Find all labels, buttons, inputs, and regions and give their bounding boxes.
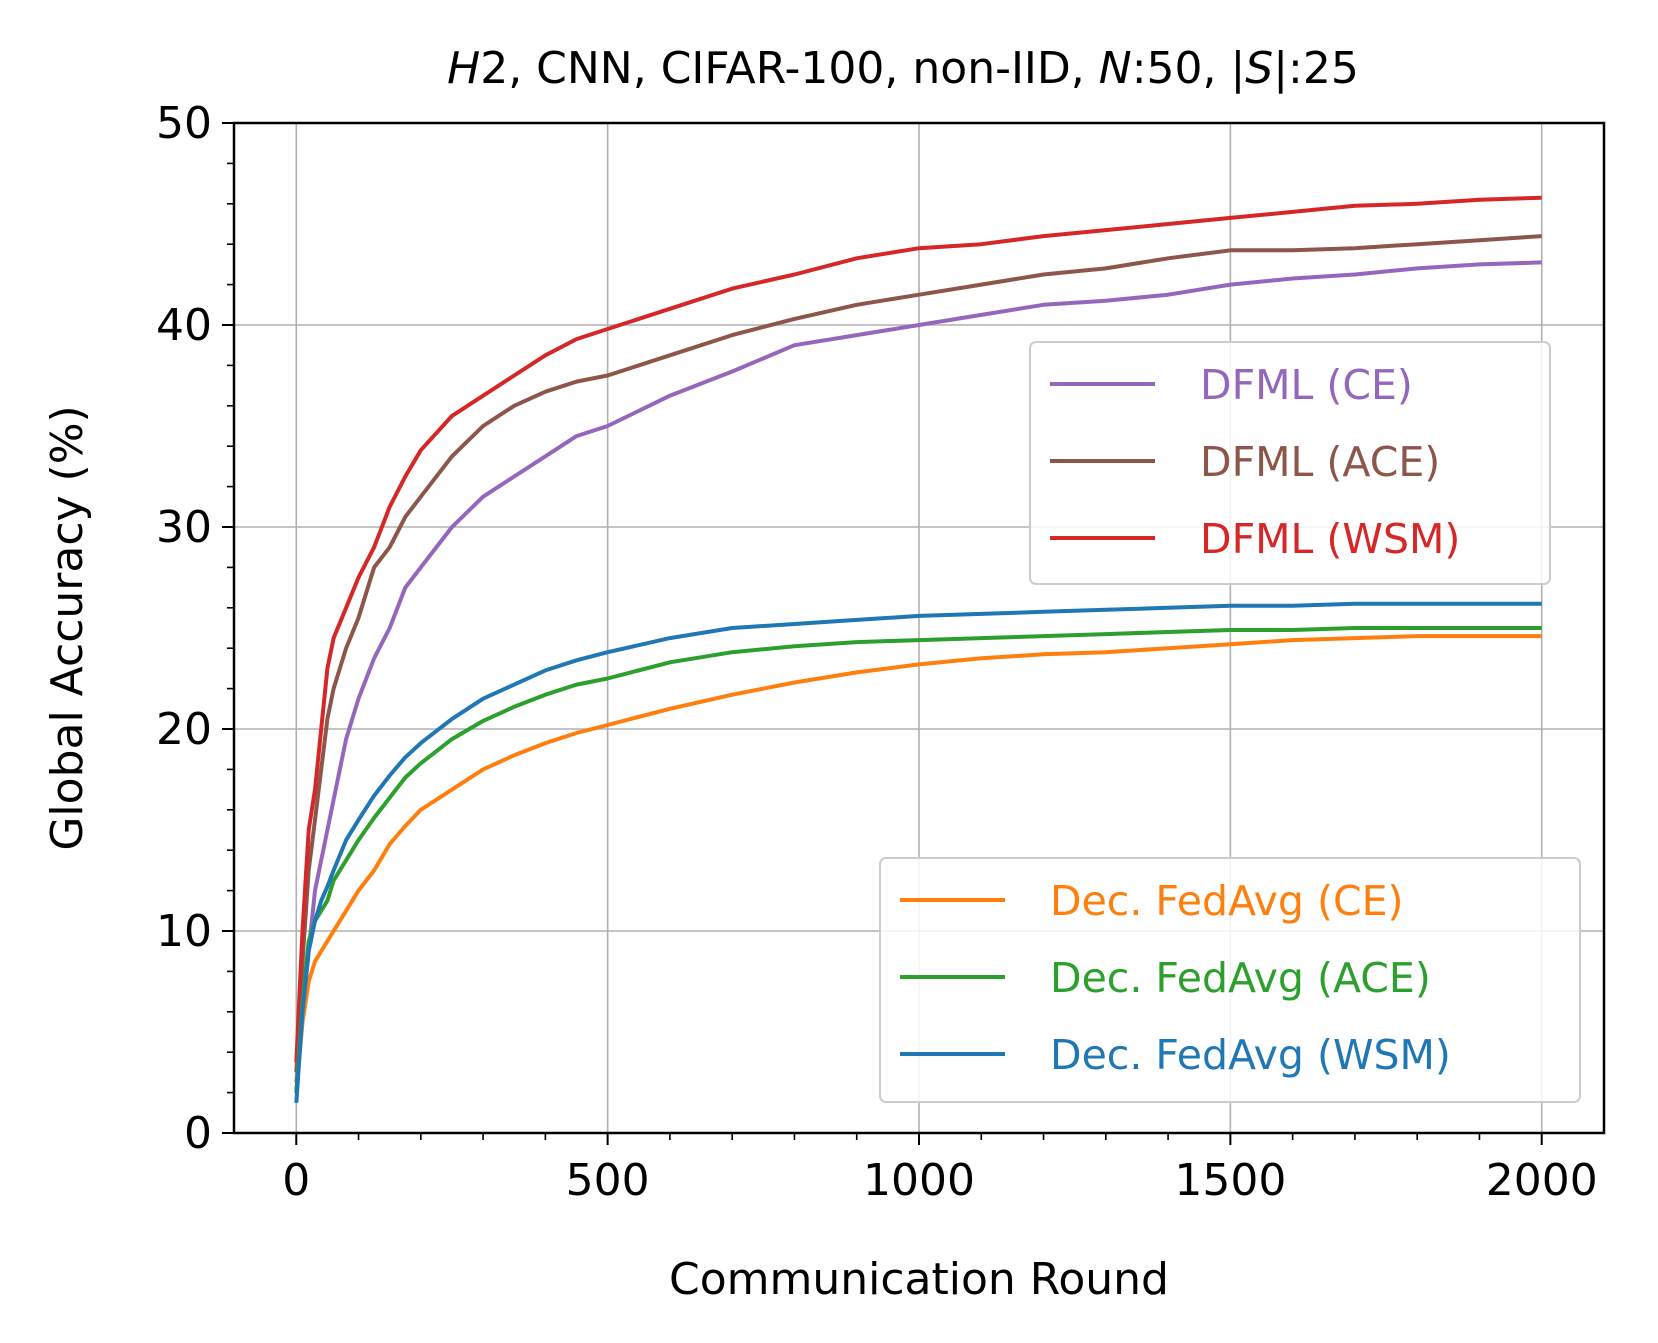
title-part: N xyxy=(1099,43,1132,94)
y-tick-label: 10 xyxy=(156,906,212,957)
legend-lower: Dec. FedAvg (CE) Dec. FedAvg (ACE) Dec. Fe… xyxy=(879,857,1581,1103)
series-line-dec-fedavg-ace xyxy=(294,626,1542,1093)
legend-frame xyxy=(1029,341,1551,585)
y-axis-label: Global Accuracy (%) xyxy=(42,405,93,850)
x-tick-label: 1500 xyxy=(1174,1155,1286,1206)
y-tick-label: 30 xyxy=(156,502,212,553)
y-tick-label: 20 xyxy=(156,704,212,755)
legend-frame xyxy=(879,857,1581,1103)
x-axis-label: Communication Round xyxy=(669,1254,1169,1305)
y-tick-label: 40 xyxy=(156,300,212,351)
legend-label: DFML (CE) xyxy=(1200,361,1413,409)
legend-label: DFML (WSM) xyxy=(1200,515,1460,563)
series-line-dfml-ace xyxy=(294,234,1542,1073)
chart-title: H2, CNN, CIFAR-100, non-IID, N:50, |S|:2… xyxy=(447,43,1359,94)
title-part: |:25 xyxy=(1273,43,1359,94)
x-tick-label: 2000 xyxy=(1486,1155,1598,1206)
legend-label: Dec. FedAvg (WSM) xyxy=(1050,1031,1451,1079)
series-line-dec-fedavg-ce xyxy=(294,634,1542,1093)
legend-label: Dec. FedAvg (CE) xyxy=(1050,877,1404,925)
y-tick-label: 0 xyxy=(184,1108,212,1159)
x-tick-label: 1000 xyxy=(863,1155,975,1206)
title-part: H xyxy=(447,43,480,94)
series-line-dfml-wsm xyxy=(294,195,1542,1063)
title-part: 2, CNN, CIFAR-100, non-IID, xyxy=(480,43,1099,94)
y-tick-label: 50 xyxy=(156,98,212,149)
series-line-dec-fedavg-wsm xyxy=(294,601,1542,1103)
series-layer xyxy=(294,195,1542,1103)
series-line-dfml-ce xyxy=(294,260,1542,1083)
legend-label: Dec. FedAvg (ACE) xyxy=(1050,954,1431,1002)
x-tick-label: 500 xyxy=(566,1155,650,1206)
title-part: S xyxy=(1245,43,1273,94)
legend-upper: DFML (CE) DFML (ACE) DFML (WSM) xyxy=(1029,341,1551,585)
x-tick-label: 0 xyxy=(282,1155,310,1206)
title-part: :50, | xyxy=(1132,43,1246,94)
axis-ticks: 0 500 1000 1500 2000 0 10 20 30 40 50 xyxy=(156,98,1598,1206)
legend-label: DFML (ACE) xyxy=(1200,438,1440,486)
